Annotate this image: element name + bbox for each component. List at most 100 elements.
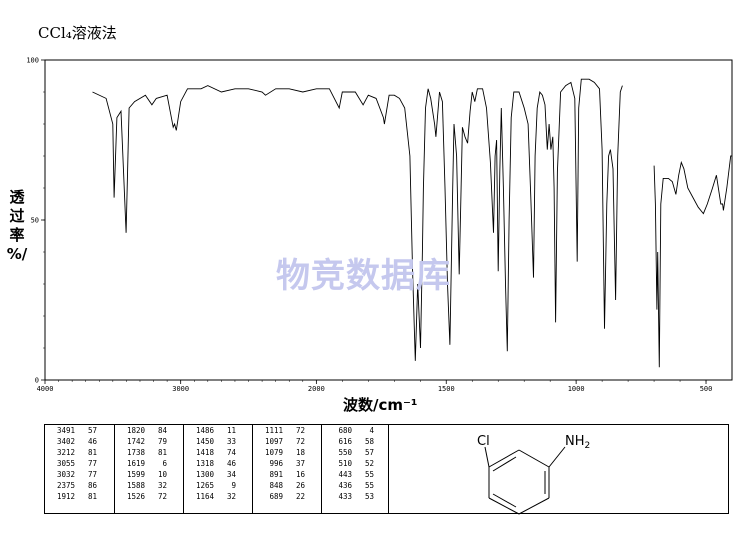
peak-transmittance: 77 [87, 459, 97, 468]
peak-transmittance: 77 [87, 470, 97, 479]
x-tick-label: 1000 [568, 385, 585, 393]
peak-row: 443 55 [322, 469, 388, 480]
peak-row: 1588 32 [115, 480, 183, 491]
x-tick-label: 500 [700, 385, 713, 393]
peak-transmittance: 10 [157, 470, 167, 479]
peak-wavenumber: 1450 [195, 437, 214, 446]
peak-row: 550 57 [322, 447, 388, 458]
peak-row: 433 53 [322, 491, 388, 502]
peak-row: 1265 9 [184, 480, 252, 491]
peak-row: 1418 74 [184, 447, 252, 458]
double-bond [492, 493, 517, 508]
double-bond [492, 456, 517, 472]
peak-transmittance: 16 [295, 470, 305, 479]
x-axis-label: 波数/cm⁻¹ [343, 396, 418, 414]
peak-transmittance: 52 [364, 459, 374, 468]
peak-wavenumber: 1912 [56, 492, 75, 501]
bond [518, 497, 550, 515]
peak-wavenumber: 1486 [195, 426, 214, 435]
structure-label-nh-main: NH [565, 434, 585, 449]
x-tick-label: 4000 [37, 385, 54, 393]
peak-column: 1820 84 1742 79 1738 81 1619 6 1599 10 1588 32 1526 7… [115, 425, 184, 513]
peak-row: 1111 72 [253, 425, 321, 436]
peak-transmittance: 53 [364, 492, 374, 501]
peak-wavenumber: 1742 [126, 437, 145, 446]
peak-wavenumber: 443 [338, 470, 352, 479]
peak-transmittance: 18 [295, 448, 305, 457]
peak-wavenumber: 1318 [195, 459, 214, 468]
y-axis-label-line: 过 [9, 207, 25, 225]
peak-wavenumber: 1526 [126, 492, 145, 501]
peak-wavenumber: 3032 [56, 470, 75, 479]
bond [488, 449, 520, 468]
peak-transmittance: 79 [157, 437, 167, 446]
peak-transmittance: 81 [157, 448, 167, 457]
peak-row: 1742 79 [115, 436, 183, 447]
peak-row: 1318 46 [184, 458, 252, 469]
structure-label-cl: Cl [477, 434, 490, 449]
peak-transmittance: 9 [231, 481, 236, 490]
peak-transmittance: 26 [295, 481, 305, 490]
peak-wavenumber: 848 [269, 481, 283, 490]
peak-transmittance: 33 [226, 437, 236, 446]
bond-to-cl [484, 446, 490, 468]
page-title: CCl₄溶液法 [38, 24, 117, 42]
peak-row: 1097 72 [253, 436, 321, 447]
peak-row: 1079 18 [253, 447, 321, 458]
peak-transmittance: 57 [364, 448, 374, 457]
spectrum-line [92, 78, 732, 368]
peak-wavenumber: 436 [338, 481, 352, 490]
peak-transmittance: 81 [87, 448, 97, 457]
x-tick-label: 1500 [438, 385, 455, 393]
x-tick-label: 3000 [172, 385, 189, 393]
y-tick-label: 0 [35, 377, 39, 385]
peak-column: 1486 11 1450 33 1418 74 1318 46 1300 34 1265 9 1164 3… [184, 425, 253, 513]
peak-table: 3491 57 3402 46 3212 81 3055 77 3032 77 2375 86 1912… [44, 424, 389, 514]
peak-row: 689 22 [253, 491, 321, 502]
peak-transmittance: 32 [226, 492, 236, 501]
x-axis-ticks: 4000 3000 2000 1500 1000 500 [37, 380, 713, 393]
peak-row: 1486 11 [184, 425, 252, 436]
peak-column: 680 4 616 58 550 57 510 52 443 55 436 55 433 53 [322, 425, 388, 513]
peak-column: 3491 57 3402 46 3212 81 3055 77 3032 77 2375 86 1912… [45, 425, 115, 513]
structure-drawing: Cl NH2 [477, 434, 590, 515]
peak-wavenumber: 1111 [264, 426, 283, 435]
peak-wavenumber: 1820 [126, 426, 145, 435]
peak-transmittance: 55 [364, 481, 374, 490]
peak-row: 616 58 [322, 436, 388, 447]
peak-wavenumber: 1599 [126, 470, 145, 479]
peak-transmittance: 86 [87, 481, 97, 490]
peak-wavenumber: 1418 [195, 448, 214, 457]
peak-transmittance: 37 [295, 459, 305, 468]
peak-wavenumber: 3055 [56, 459, 75, 468]
peak-transmittance: 58 [364, 437, 374, 446]
peak-wavenumber: 689 [269, 492, 283, 501]
peak-transmittance: 55 [364, 470, 374, 479]
peak-wavenumber: 1619 [126, 459, 145, 468]
peak-wavenumber: 2375 [56, 481, 75, 490]
peak-wavenumber: 3402 [56, 437, 75, 446]
peak-wavenumber: 680 [338, 426, 352, 435]
molecule-structure: Cl NH2 [389, 424, 729, 515]
y-tick-label: 50 [31, 217, 39, 225]
peak-transmittance: 74 [226, 448, 236, 457]
peak-wavenumber: 3212 [56, 448, 75, 457]
peak-wavenumber: 1738 [126, 448, 145, 457]
peak-wavenumber: 550 [338, 448, 352, 457]
peak-transmittance: 72 [157, 492, 167, 501]
peak-transmittance: 4 [369, 426, 374, 435]
peak-row: 1300 34 [184, 469, 252, 480]
peak-row: 1599 10 [115, 469, 183, 480]
peak-wavenumber: 891 [269, 470, 283, 479]
peak-row: 3212 81 [45, 447, 114, 458]
peak-wavenumber: 996 [269, 459, 283, 468]
y-axis-label-line: 率 [9, 226, 25, 244]
peak-row: 848 26 [253, 480, 321, 491]
peak-row: 2375 86 [45, 480, 114, 491]
peak-wavenumber: 510 [338, 459, 352, 468]
peak-wavenumber: 433 [338, 492, 352, 501]
peak-transmittance: 34 [226, 470, 236, 479]
x-tick-label: 2000 [308, 385, 325, 393]
peak-transmittance: 32 [157, 481, 167, 490]
